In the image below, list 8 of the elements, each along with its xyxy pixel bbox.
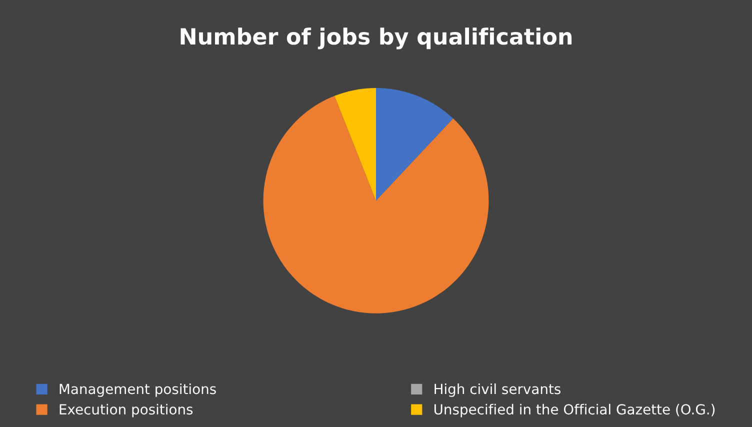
legend-label: High civil servants bbox=[434, 383, 560, 397]
pie-slice bbox=[263, 96, 489, 314]
legend-label: Execution positions bbox=[60, 404, 193, 418]
chart-title: Number of jobs by qualification bbox=[180, 28, 572, 50]
pie-slice bbox=[334, 88, 376, 201]
pie-slice bbox=[376, 88, 454, 201]
legend-label: Management positions bbox=[60, 383, 216, 397]
legend-label: Unspecified in the Official Gazette (O.G.) bbox=[434, 404, 715, 418]
